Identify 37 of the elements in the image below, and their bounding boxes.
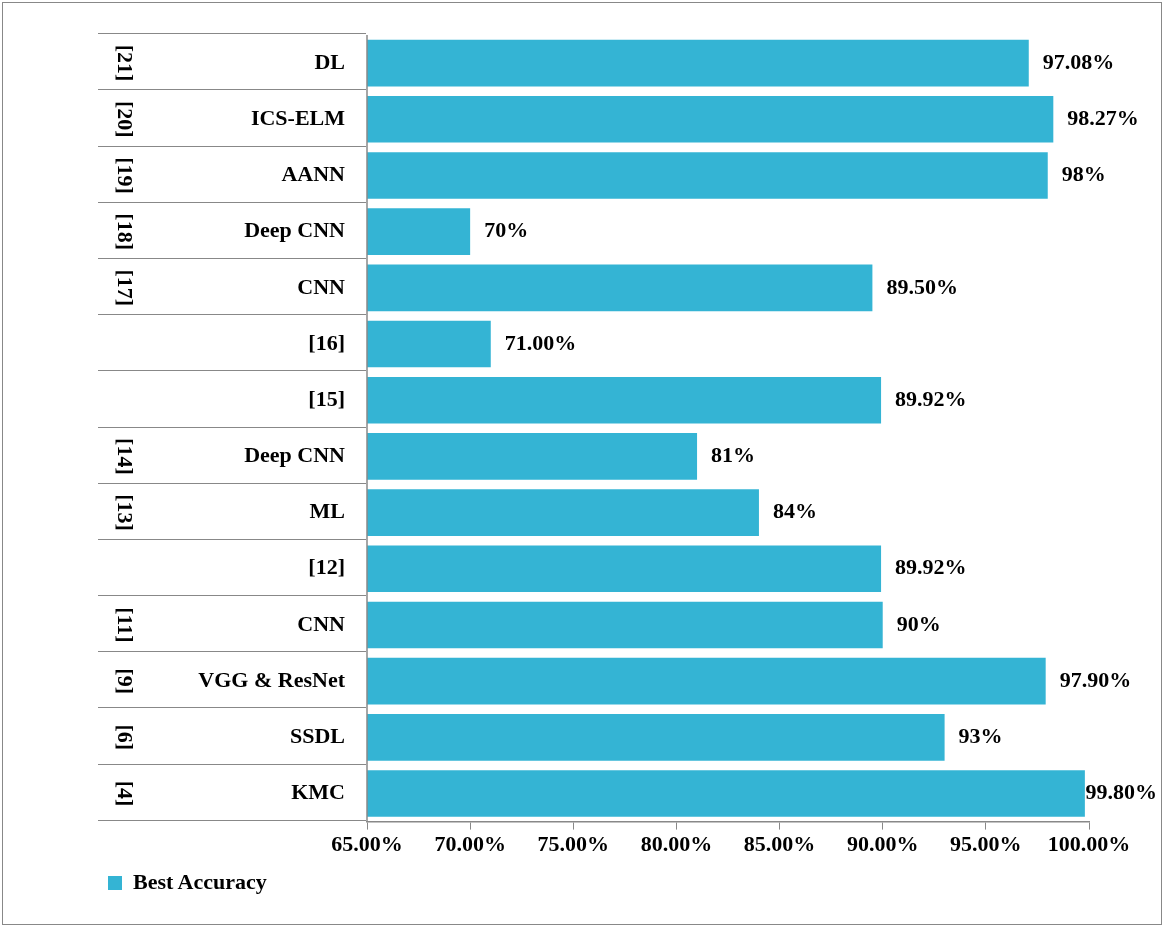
category-label: [9] VGG & ResNet bbox=[113, 666, 345, 694]
data-label: 97.90% bbox=[1059, 666, 1132, 692]
data-label: 98% bbox=[1061, 161, 1106, 187]
category-label: [4] KMC bbox=[113, 779, 345, 807]
y-tick-label: [16] bbox=[308, 329, 345, 355]
data-label: 81% bbox=[711, 442, 756, 468]
x-tick-label: 85.00% bbox=[743, 831, 816, 857]
data-label: 71.00% bbox=[504, 329, 577, 355]
data-label: 89.92% bbox=[895, 554, 967, 580]
category-label: [20] ICS-ELM bbox=[113, 100, 345, 138]
x-tick-label: 70.00% bbox=[434, 831, 506, 857]
category-label: [6] SSDL bbox=[113, 723, 345, 751]
category-label: [17] CNN bbox=[113, 269, 345, 307]
category-label: [18] Deep CNN bbox=[113, 213, 345, 250]
data-label: 89.50% bbox=[886, 273, 958, 299]
category-label: [19] AANN bbox=[113, 157, 345, 194]
data-label: 84% bbox=[772, 498, 817, 524]
x-tick-label: 100.00% bbox=[1047, 831, 1131, 857]
x-tick-label: 75.00% bbox=[537, 831, 610, 857]
data-label: 90% bbox=[896, 610, 941, 636]
data-label: 99.80% bbox=[1085, 779, 1157, 805]
category-label: [21] DL bbox=[113, 44, 345, 82]
category-label: [11] CNN bbox=[113, 607, 345, 643]
legend-label: Best Accuracy bbox=[133, 868, 267, 894]
category-label: [14] Deep CNN bbox=[113, 438, 345, 475]
category-label: [13] ML bbox=[113, 494, 345, 531]
y-tick-label: [12] bbox=[308, 554, 345, 580]
data-label: 97.08% bbox=[1042, 48, 1115, 74]
data-label: 70% bbox=[484, 217, 529, 243]
data-label: 93% bbox=[958, 723, 1003, 749]
x-tick-label: 95.00% bbox=[950, 831, 1022, 857]
data-label: 89.92% bbox=[895, 385, 967, 411]
x-tick-label: 80.00% bbox=[640, 831, 713, 857]
x-tick-label: 65.00% bbox=[331, 831, 403, 857]
data-label: 98.27% bbox=[1067, 104, 1139, 130]
x-tick-label: 90.00% bbox=[846, 831, 919, 857]
y-tick-label: [15] bbox=[308, 385, 345, 411]
